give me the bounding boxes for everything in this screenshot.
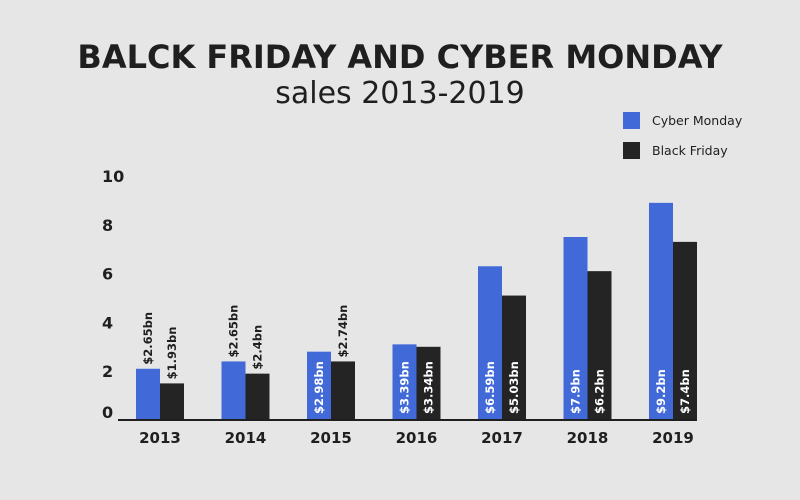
data-label: $2.65bn	[227, 305, 241, 358]
data-label: $7.9bn	[569, 369, 583, 414]
data-label: $3.34bn	[422, 361, 436, 414]
bar-cyber-monday-2016	[392, 344, 417, 420]
data-label: $6.2bn	[593, 369, 607, 414]
data-label: $6.59bn	[483, 361, 497, 414]
legend-swatch	[623, 112, 640, 129]
y-tick-label: 8	[102, 216, 113, 235]
bar-cyber-monday-2018	[563, 237, 588, 420]
bar-cyber-monday-2015	[307, 351, 331, 420]
x-axis: 2013 2014 2015 2016 2017 2018 2019	[118, 419, 697, 447]
y-tick-label: 6	[102, 265, 113, 284]
legend-swatch	[623, 142, 640, 159]
data-label: $2.98bn	[312, 361, 326, 414]
bar-black-friday-2013	[160, 383, 184, 420]
x-tick-label: 2014	[225, 429, 267, 447]
chart-subtitle: sales 2013-2019	[275, 76, 525, 111]
y-tick-label: 2	[102, 362, 113, 381]
bar-cyber-monday-2014	[221, 361, 246, 420]
data-label: $2.65bn	[141, 312, 155, 365]
x-tick-label: 2015	[310, 429, 352, 447]
data-label: $1.93bn	[165, 327, 179, 380]
bar-black-friday-2019	[673, 241, 697, 420]
y-tick-label: 4	[102, 313, 113, 332]
y-axis: 0 2 4 6 8 10	[102, 167, 124, 422]
y-tick-label: 0	[102, 403, 113, 422]
data-label: $5.03bn	[507, 361, 521, 414]
data-label: $2.74bn	[336, 305, 350, 358]
y-tick-label: 10	[102, 167, 124, 186]
bars: $2.65bn $1.93bn $2.65bn $2.4bn $2.98bn $2.74b…	[136, 202, 697, 420]
data-label: $7.4bn	[678, 369, 692, 414]
chart-title: BALCK FRIDAY AND CYBER MONDAY	[77, 38, 723, 76]
bar-cyber-monday-2017	[478, 266, 502, 420]
bar-cyber-monday-2013	[136, 368, 160, 420]
x-tick-label: 2016	[396, 429, 438, 447]
bar-black-friday-2015	[331, 361, 355, 420]
x-tick-label: 2013	[139, 429, 181, 447]
bar-black-friday-2016	[416, 346, 441, 420]
x-tick-label: 2018	[567, 429, 609, 447]
bar-black-friday-2017	[502, 295, 526, 420]
legend: Cyber Monday Black Friday	[623, 112, 743, 159]
data-label: $9.2bn	[654, 369, 668, 414]
legend-label: Cyber Monday	[652, 113, 743, 128]
bar-cyber-monday-2019	[649, 202, 673, 420]
legend-label: Black Friday	[652, 143, 728, 158]
x-tick-label: 2017	[481, 429, 523, 447]
bar-black-friday-2014	[245, 373, 270, 420]
data-label: $2.4bn	[251, 325, 265, 370]
data-label: $3.39bn	[398, 361, 412, 414]
x-tick-label: 2019	[652, 429, 694, 447]
bar-black-friday-2018	[587, 271, 612, 420]
